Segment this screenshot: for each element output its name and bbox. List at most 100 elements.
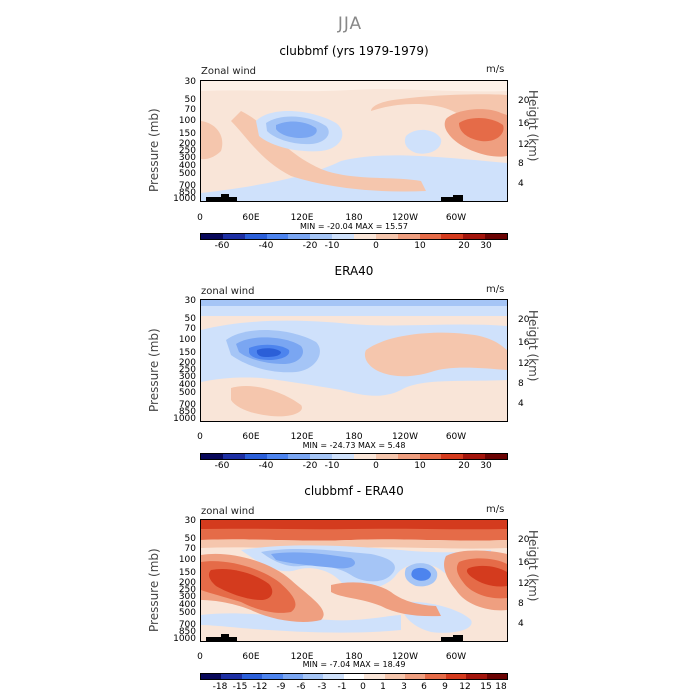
ytick-label: 200 bbox=[178, 358, 196, 368]
colorbar-label: 0 bbox=[373, 241, 379, 251]
ytick-label: 300 bbox=[178, 592, 196, 602]
colorbar-label: -12 bbox=[252, 682, 268, 692]
ytick-label: 500 bbox=[178, 388, 196, 398]
colorbar-swatch bbox=[288, 454, 311, 459]
ytick-label: 1000 bbox=[173, 194, 196, 204]
ytick-label: 30 bbox=[184, 296, 196, 306]
colorbar-label: 9 bbox=[442, 682, 448, 692]
colorbar-label: -6 bbox=[296, 682, 306, 692]
panel2-corner-right: m/s bbox=[486, 284, 505, 295]
xtick-label: 120W bbox=[391, 213, 419, 223]
colorbar-label: 6 bbox=[421, 682, 427, 692]
ytick-label: 100 bbox=[178, 335, 196, 345]
colorbar-label: -15 bbox=[232, 682, 248, 692]
colorbar-swatch bbox=[244, 234, 267, 239]
colorbar-swatch bbox=[221, 674, 242, 679]
ytick-label: 70 bbox=[184, 324, 196, 334]
colorbar-label: -10 bbox=[324, 461, 340, 471]
panel2-plot bbox=[200, 299, 508, 422]
height-tick: 16 bbox=[518, 119, 530, 129]
height-tick: 12 bbox=[518, 140, 530, 150]
colorbar-swatch bbox=[244, 454, 267, 459]
xtick-label: 120E bbox=[290, 432, 314, 442]
xtick-label: 120E bbox=[290, 652, 314, 662]
colorbar-swatch bbox=[354, 454, 376, 459]
panel3-colorbar bbox=[200, 673, 508, 680]
ytick-label: 100 bbox=[178, 116, 196, 126]
height-tick: 20 bbox=[518, 96, 530, 106]
colorbar-swatch bbox=[463, 234, 486, 239]
height-tick: 4 bbox=[518, 179, 524, 189]
height-tick: 8 bbox=[518, 379, 524, 389]
ytick-label: 300 bbox=[178, 372, 196, 382]
colorbar-label: 3 bbox=[401, 682, 407, 692]
colorbar-swatch bbox=[375, 454, 398, 459]
colorbar-label: -20 bbox=[302, 241, 318, 251]
panel1-minmax: MIN = -20.04 MAX = 15.57 bbox=[300, 222, 408, 231]
colorbar-swatch bbox=[201, 674, 222, 679]
colorbar-swatch bbox=[397, 454, 420, 459]
colorbar-label: -18 bbox=[212, 682, 228, 692]
xtick-label: 120W bbox=[391, 432, 419, 442]
xtick-label: 180 bbox=[345, 432, 363, 442]
ytick-label: 500 bbox=[178, 169, 196, 179]
ytick-label: 850 bbox=[178, 627, 196, 637]
ytick-label: 1000 bbox=[173, 414, 196, 424]
ytick-label: 700 bbox=[178, 400, 196, 410]
height-tick: 4 bbox=[518, 619, 524, 629]
colorbar-label: 30 bbox=[480, 461, 492, 471]
colorbar-label: 20 bbox=[458, 241, 470, 251]
colorbar-swatch bbox=[343, 674, 365, 679]
panel2-corner-left: zonal wind bbox=[201, 286, 255, 297]
xtick-label: 60E bbox=[242, 213, 260, 223]
colorbar-label: 15 bbox=[480, 682, 492, 692]
colorbar-swatch bbox=[425, 674, 446, 679]
colorbar-swatch bbox=[485, 454, 508, 459]
ytick-label: 500 bbox=[178, 608, 196, 618]
height-tick: 8 bbox=[518, 599, 524, 609]
ytick-label: 50 bbox=[184, 95, 196, 105]
colorbar-swatch bbox=[282, 674, 304, 679]
xtick-label: 0 bbox=[197, 213, 203, 223]
panel1-plot bbox=[200, 80, 508, 202]
xtick-label: 60E bbox=[242, 432, 260, 442]
colorbar-label: -10 bbox=[324, 241, 340, 251]
ytick-label: 30 bbox=[184, 516, 196, 526]
panel2-minmax: MIN = -24.73 MAX = 5.48 bbox=[302, 441, 406, 450]
colorbar-label: 30 bbox=[480, 241, 492, 251]
colorbar-swatch bbox=[463, 454, 486, 459]
colorbar-label: -9 bbox=[276, 682, 286, 692]
panel3-corner-left: zonal wind bbox=[201, 506, 255, 517]
colorbar-swatch bbox=[466, 674, 487, 679]
colorbar-label: -60 bbox=[214, 241, 230, 251]
panel1-corner-right: m/s bbox=[486, 64, 505, 75]
panel1-ylabel: Pressure (mb) bbox=[147, 108, 161, 192]
colorbar-label: 20 bbox=[458, 461, 470, 471]
ytick-label: 400 bbox=[178, 161, 196, 171]
colorbar-swatch bbox=[310, 454, 333, 459]
colorbar-swatch bbox=[384, 674, 406, 679]
xtick-label: 120W bbox=[391, 652, 419, 662]
ytick-label: 700 bbox=[178, 181, 196, 191]
height-tick: 8 bbox=[518, 159, 524, 169]
ytick-label: 30 bbox=[184, 77, 196, 87]
panel1-colorbar bbox=[200, 233, 508, 240]
colorbar-label: 10 bbox=[414, 461, 426, 471]
height-tick: 20 bbox=[518, 315, 530, 325]
ytick-label: 150 bbox=[178, 348, 196, 358]
colorbar-label: -60 bbox=[214, 461, 230, 471]
colorbar-swatch bbox=[332, 234, 355, 239]
colorbar-swatch bbox=[222, 454, 245, 459]
xtick-label: 0 bbox=[197, 652, 203, 662]
colorbar-swatch bbox=[485, 234, 508, 239]
colorbar-label: -20 bbox=[302, 461, 318, 471]
height-tick: 12 bbox=[518, 359, 530, 369]
panel2-colorbar bbox=[200, 453, 508, 460]
ytick-label: 50 bbox=[184, 534, 196, 544]
ytick-label: 150 bbox=[178, 129, 196, 139]
panel3-ylabel: Pressure (mb) bbox=[147, 548, 161, 632]
colorbar-swatch bbox=[405, 674, 426, 679]
ytick-label: 850 bbox=[178, 188, 196, 198]
colorbar-swatch bbox=[419, 454, 442, 459]
ytick-label: 200 bbox=[178, 139, 196, 149]
